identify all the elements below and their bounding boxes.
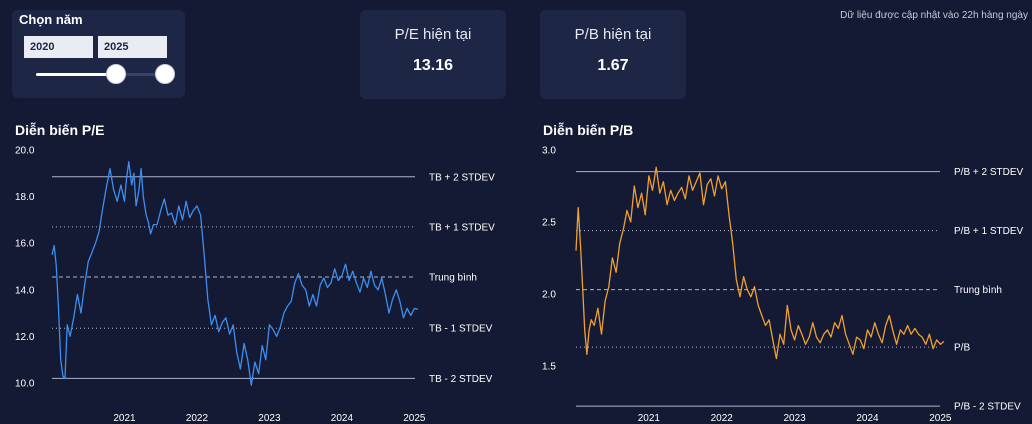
reference-line-label: Trung bình	[954, 285, 1002, 296]
y-tick-label: 1.5	[542, 361, 556, 372]
pb-current-card: P/B hiện tại 1.67	[540, 10, 686, 99]
y-tick-label: 20.0	[15, 146, 35, 157]
x-tick-label: 2023	[783, 413, 806, 424]
pe-current-label: P/E hiện tại	[394, 26, 472, 43]
x-tick-label: 2021	[638, 413, 661, 424]
series-line	[51, 161, 419, 386]
year-to-input[interactable]: 2025	[98, 36, 167, 58]
x-tick-label: 2025	[929, 413, 952, 424]
pe-current-card: P/E hiện tại 13.16	[360, 10, 506, 99]
x-tick-label: 2021	[113, 413, 136, 424]
pe-current-value: 13.16	[412, 57, 454, 74]
year-from-input[interactable]: 2020	[24, 36, 93, 58]
pb-chart: P/B + 2 STDEV P/B + 1 STDEV Trung bình P/B P…	[542, 146, 1024, 424]
x-tick-label: 2024	[856, 413, 879, 424]
y-tick-label: 2.0	[542, 289, 556, 300]
update-note: Dữ liệu được cập nhật vào 22h hàng ngày	[840, 10, 1028, 21]
reference-line-label: TB - 1 STDEV	[429, 324, 493, 335]
reference-line-label: Trung bình	[429, 272, 477, 283]
y-tick-label: 12.0	[15, 332, 35, 343]
reference-line-label: TB + 2 STDEV	[429, 172, 495, 183]
pb-current-value: 1.67	[597, 57, 629, 74]
x-tick-label: 2023	[258, 413, 281, 424]
reference-line-label: P/B + 2 STDEV	[954, 167, 1024, 178]
pb-chart-title: Diễn biến P/B	[543, 122, 634, 138]
y-tick-label: 14.0	[15, 285, 35, 296]
x-tick-label: 2025	[403, 413, 426, 424]
reference-line-label: P/B	[954, 343, 970, 354]
year-slider-end-handle[interactable]	[155, 64, 175, 84]
x-tick-label: 2024	[331, 413, 354, 424]
reference-line-label: P/B + 1 STDEV	[954, 226, 1024, 237]
y-tick-label: 2.5	[542, 217, 556, 228]
x-tick-label: 2022	[186, 413, 209, 424]
year-filter-title: Chọn năm	[19, 12, 83, 27]
y-tick-label: 16.0	[15, 239, 35, 250]
pe-chart: TB + 2 STDEV TB + 1 STDEV Trung bình TB - 1…	[15, 146, 495, 424]
y-tick-label: 10.0	[15, 379, 35, 390]
series-line	[575, 166, 945, 360]
year-filter-panel: Chọn năm 2020 2025	[12, 10, 185, 98]
y-tick-label: 3.0	[542, 146, 556, 157]
year-slider-start-handle[interactable]	[106, 64, 126, 84]
y-tick-label: 18.0	[15, 192, 35, 203]
pb-current-label: P/B hiện tại	[574, 26, 652, 43]
reference-line-label: TB + 1 STDEV	[429, 222, 495, 233]
year-slider-range	[36, 73, 116, 76]
x-tick-label: 2022	[711, 413, 734, 424]
reference-line-label: P/B - 2 STDEV	[954, 402, 1021, 413]
reference-line-label: TB - 2 STDEV	[429, 374, 493, 385]
pe-chart-title: Diễn biến P/E	[15, 122, 105, 138]
